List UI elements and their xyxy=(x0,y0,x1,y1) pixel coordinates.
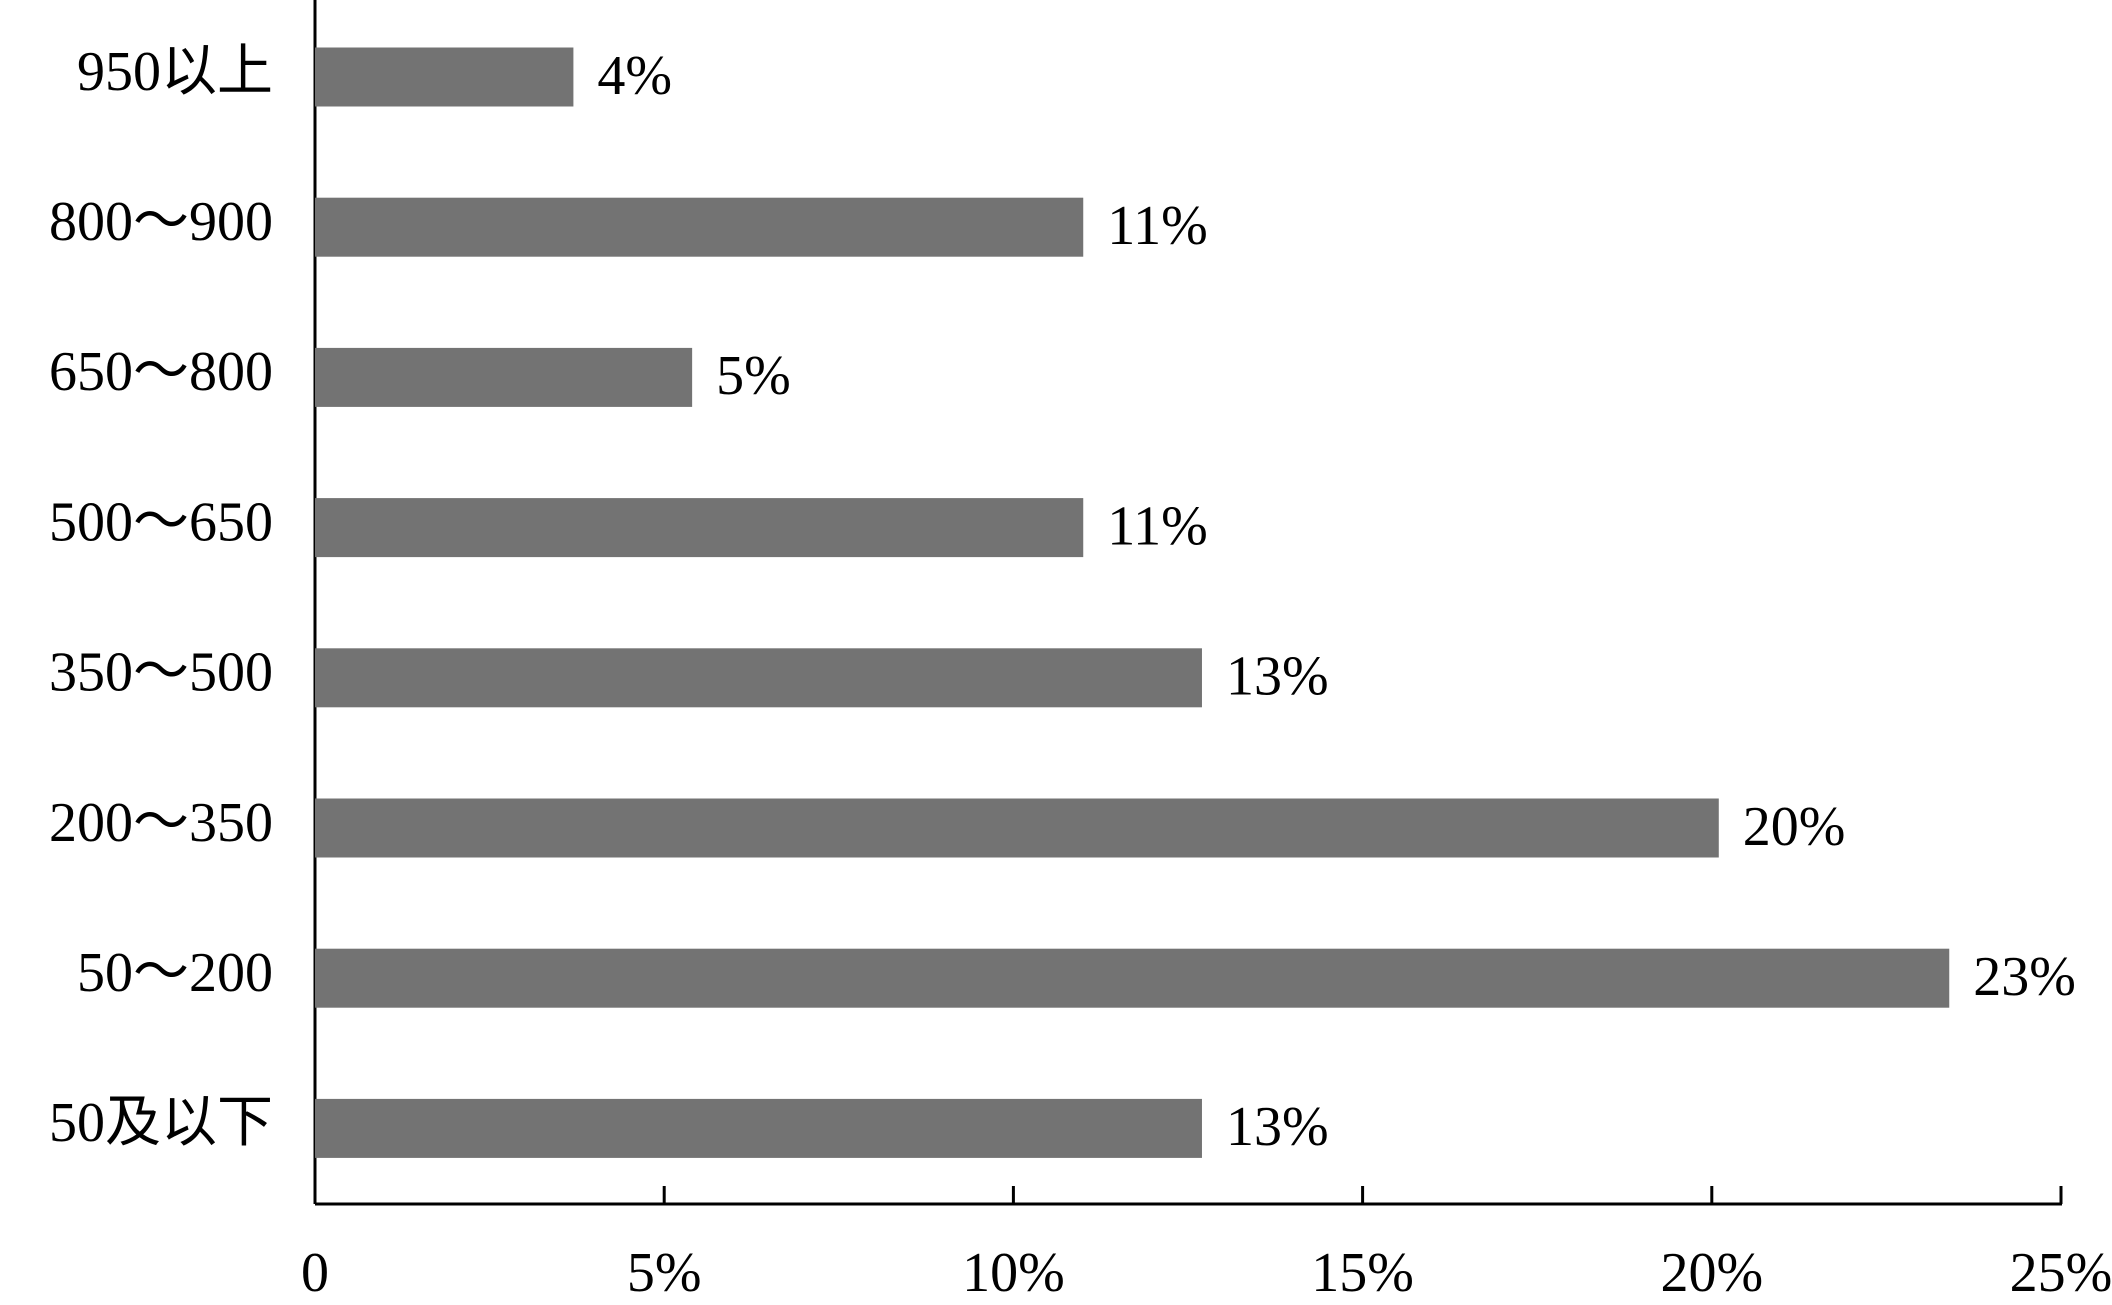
x-tick-label: 25% xyxy=(2010,1242,2112,1304)
value-label: 11% xyxy=(1107,495,1208,557)
bar xyxy=(315,347,693,407)
value-label: 13% xyxy=(1226,646,1329,708)
value-label: 23% xyxy=(1973,946,2076,1008)
y-tick-label: 650～800 xyxy=(49,341,273,403)
bar xyxy=(315,948,1950,1008)
x-tick-label: 20% xyxy=(1660,1242,1763,1304)
x-tick-label: 5% xyxy=(627,1242,702,1304)
y-tick-label: 50及以下 xyxy=(49,1092,273,1154)
bar xyxy=(315,798,1719,858)
bar xyxy=(315,1098,1202,1158)
bar xyxy=(315,197,1084,257)
y-tick-label: 800～900 xyxy=(49,191,273,253)
y-tick-label: 200～350 xyxy=(49,792,273,854)
y-tick-label: 500～650 xyxy=(49,491,273,553)
y-tick-label: 950以上 xyxy=(77,41,273,103)
value-label: 4% xyxy=(597,45,672,107)
bar xyxy=(315,648,1202,708)
bar xyxy=(315,47,574,107)
value-label: 11% xyxy=(1107,195,1208,257)
value-label: 13% xyxy=(1226,1096,1329,1158)
y-tick-label: 50～200 xyxy=(77,942,273,1004)
x-tick-label: 0 xyxy=(301,1242,329,1304)
y-tick-label: 350～500 xyxy=(49,642,273,704)
x-tick-label: 10% xyxy=(962,1242,1065,1304)
x-tick-label: 15% xyxy=(1311,1242,1414,1304)
value-label: 20% xyxy=(1743,796,1846,858)
bar xyxy=(315,498,1084,558)
value-label: 5% xyxy=(716,345,791,407)
